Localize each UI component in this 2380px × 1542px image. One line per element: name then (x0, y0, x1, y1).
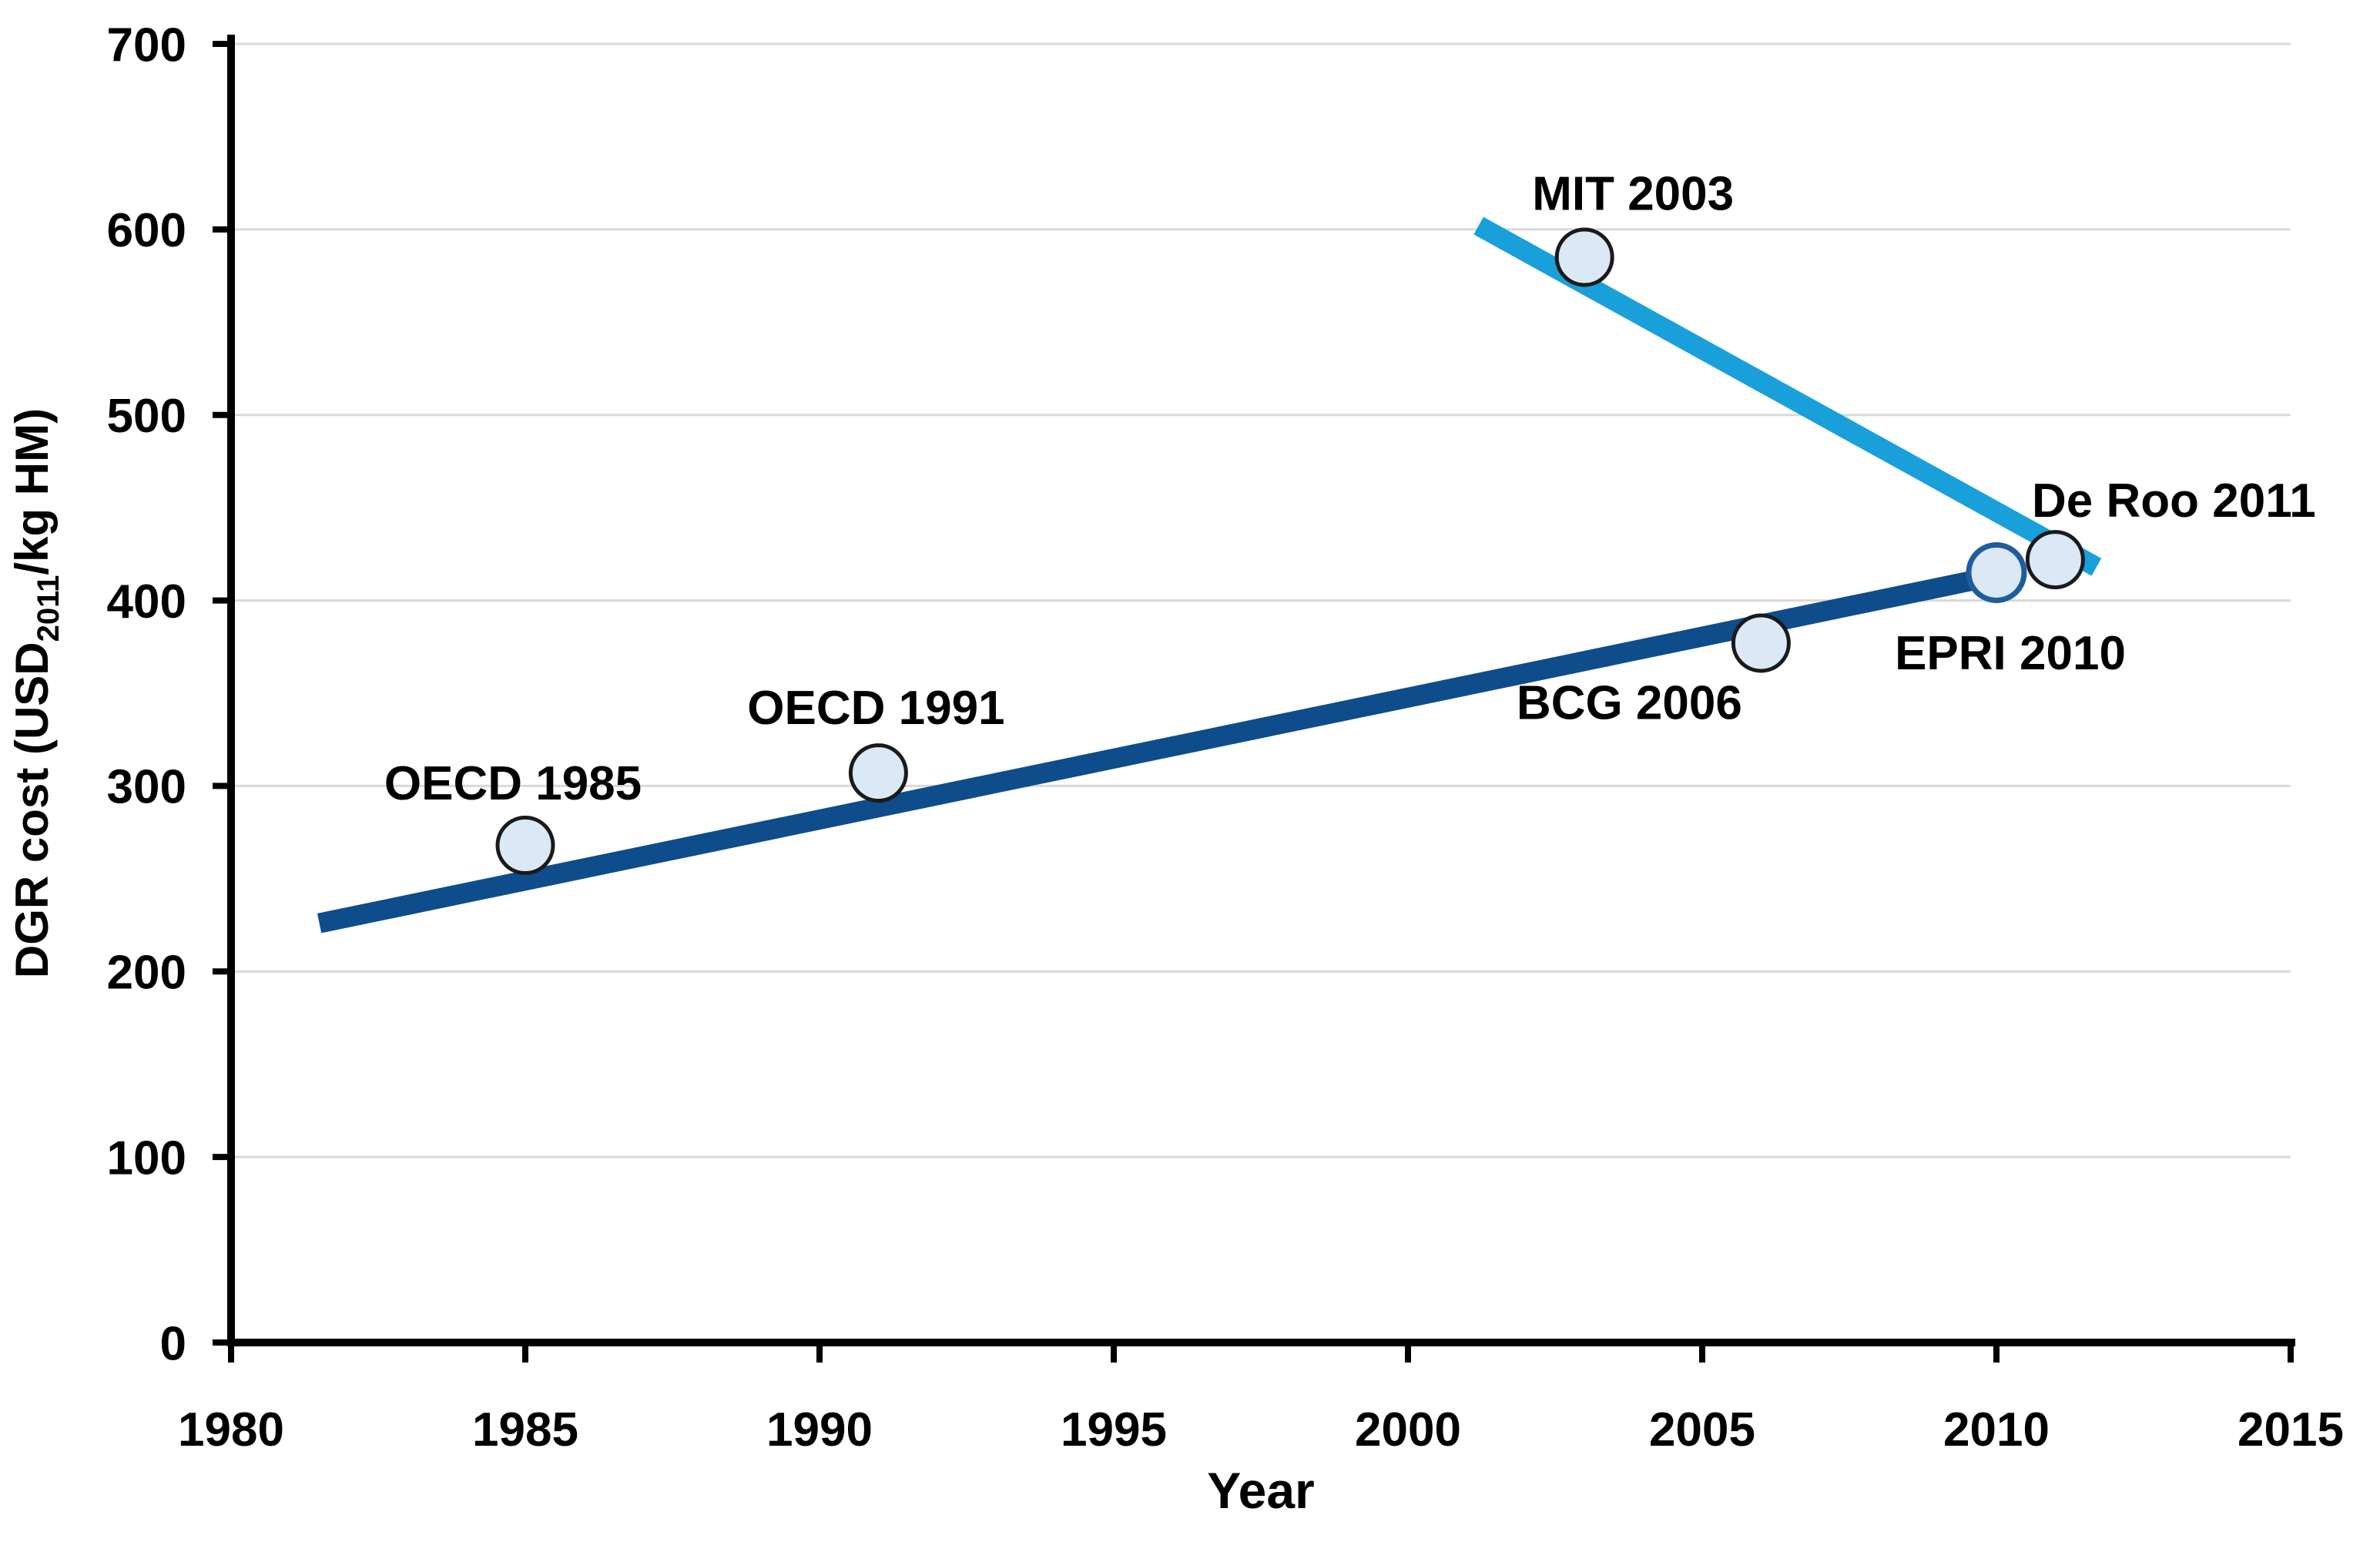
data-point-marker (848, 743, 908, 803)
data-point-marker (495, 816, 555, 876)
data-point-marker (2025, 530, 2085, 590)
y-tick-label: 400 (107, 575, 186, 629)
y-tick-label: 700 (107, 18, 186, 72)
x-tick-label: 1995 (1061, 1403, 1167, 1457)
data-point-label: MIT 2003 (1532, 167, 1734, 220)
x-tick-label: 1990 (766, 1403, 873, 1457)
data-point-marker (1554, 227, 1614, 287)
x-tick-label: 2000 (1355, 1403, 1461, 1457)
data-point-label: EPRI 2010 (1895, 627, 2126, 680)
y-tick-label: 600 (107, 204, 186, 257)
y-tick-label: 500 (107, 390, 186, 443)
y-tick-label: 100 (107, 1131, 186, 1185)
x-tick-label: 2015 (2238, 1403, 2344, 1457)
data-point-label: OECD 1985 (384, 757, 642, 810)
data-point-marker (1966, 541, 2027, 603)
x-tick-label: 2010 (1943, 1403, 2050, 1457)
y-axis-title: DGR cost (USD2011/kg HM) (6, 408, 65, 978)
data-point-label: OECD 1991 (747, 682, 1004, 735)
x-tick-label: 1985 (472, 1403, 578, 1457)
x-tick-label: 1980 (178, 1403, 284, 1457)
data-point-label: De Roo 2011 (2032, 474, 2316, 528)
y-tick-label: 300 (107, 761, 186, 814)
y-tick-label: 200 (107, 947, 186, 1000)
data-point-label: BCG 2006 (1517, 676, 1742, 729)
data-point-marker (1731, 613, 1791, 673)
y-tick-label: 0 (160, 1317, 186, 1370)
x-axis-title: Year (1207, 1462, 1314, 1519)
x-tick-label: 2005 (1649, 1403, 1755, 1457)
